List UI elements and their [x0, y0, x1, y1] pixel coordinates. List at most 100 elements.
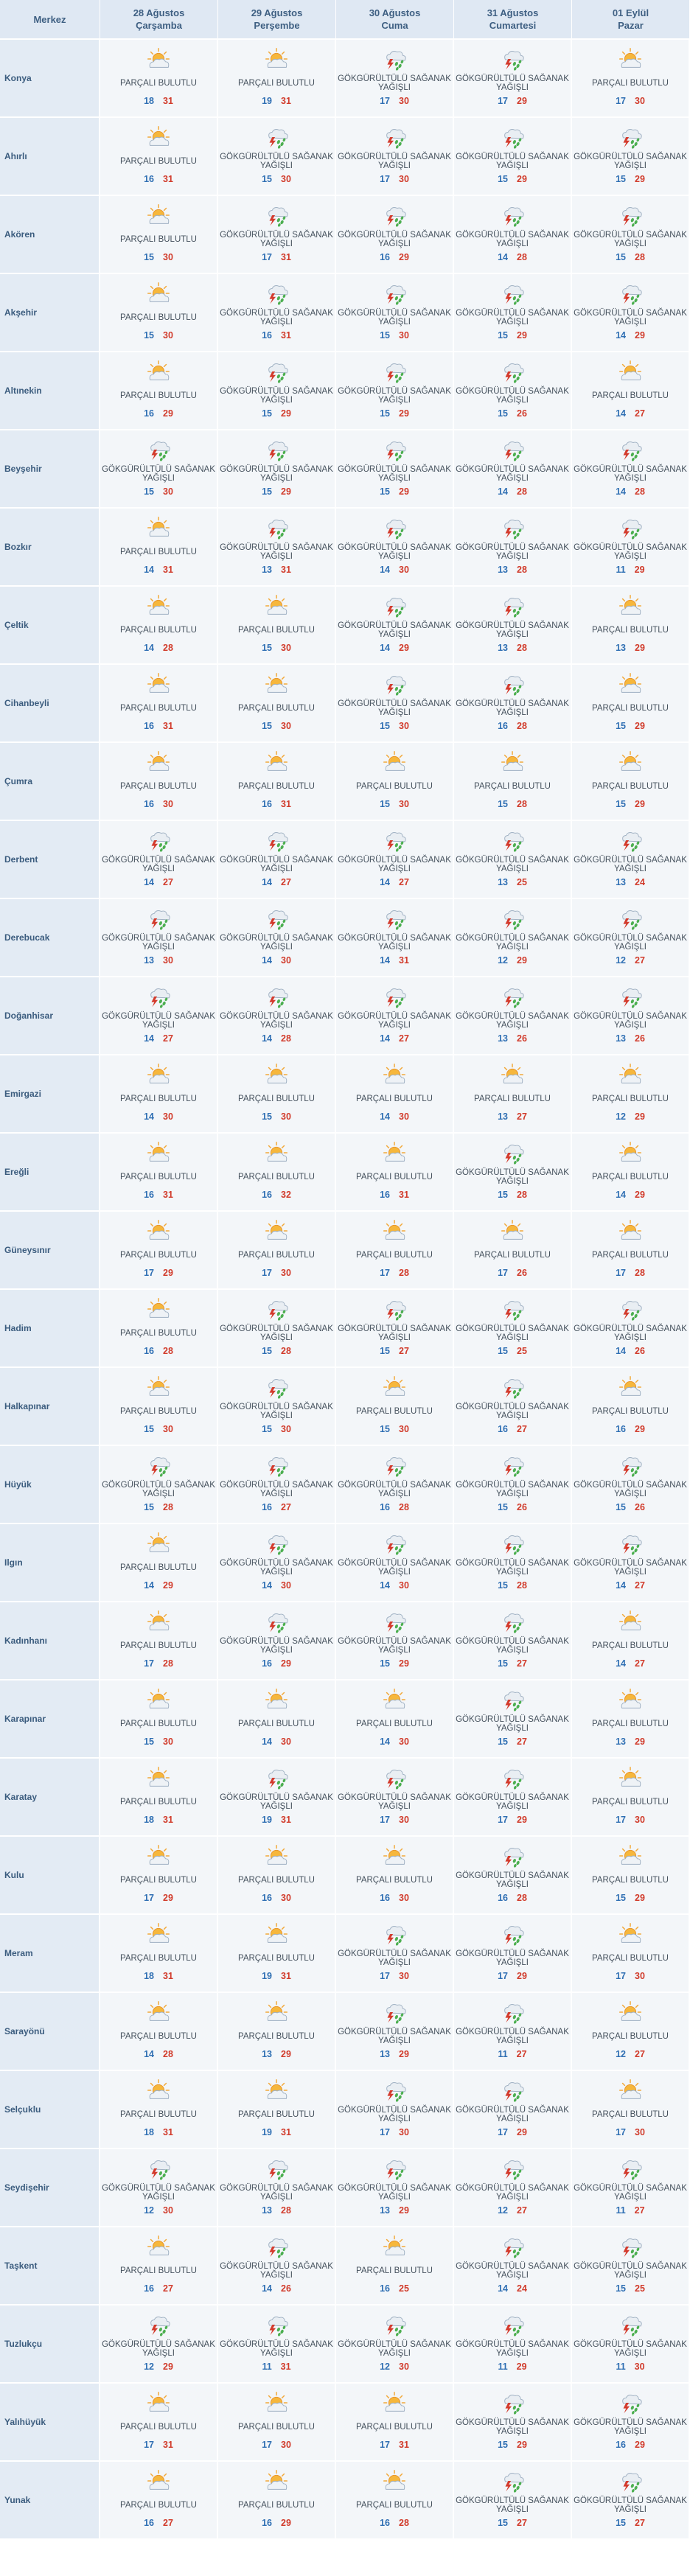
condition-label: PARÇALI BULUTLU	[356, 2501, 433, 2510]
condition-label: GÖKGÜRÜLTÜLÜ SAĞANAK YAĞIŞLI	[456, 2340, 569, 2358]
max-temperature: 26	[635, 1502, 645, 1512]
temperature-range: 19 31	[218, 1971, 335, 1981]
max-temperature: 30	[281, 1111, 291, 1122]
forecast-row: Kadınhanı PARÇALI BULUTLU 17 28 GÖKGÜRÜLTÜLÜ…	[0, 1602, 690, 1680]
max-temperature: 28	[399, 1268, 409, 1278]
condition-label: PARÇALI BULUTLU	[120, 1641, 197, 1650]
day-forecast-cell: GÖKGÜRÜLTÜLÜ SAĞANAK YAĞIŞLI 15 29	[454, 274, 572, 352]
location-name[interactable]: Tuzlukçu	[0, 2306, 100, 2384]
max-temperature: 30	[635, 1815, 645, 1825]
temperature-range: 12 27	[454, 2205, 571, 2216]
temperature-range: 13 28	[454, 565, 571, 575]
location-name[interactable]: Akşehir	[0, 274, 100, 352]
location-name[interactable]: Bozkır	[0, 509, 100, 587]
min-temperature: 15	[262, 486, 272, 497]
day-forecast-cell: GÖKGÜRÜLTÜLÜ SAĞANAK YAĞIŞLI 13 28	[454, 587, 572, 665]
location-name[interactable]: Hadim	[0, 1290, 100, 1368]
location-name[interactable]: Seydişehir	[0, 2149, 100, 2227]
location-name[interactable]: Taşkent	[0, 2227, 100, 2306]
min-temperature: 17	[262, 252, 272, 262]
condition-label: PARÇALI BULUTLU	[592, 1720, 669, 1728]
location-name[interactable]: Sarayönü	[0, 1993, 100, 2071]
location-name[interactable]: Karatay	[0, 1759, 100, 1837]
location-name[interactable]: Çumra	[0, 743, 100, 821]
partly-cloudy-icon	[380, 2468, 408, 2493]
day-forecast-cell: GÖKGÜRÜLTÜLÜ SAĞANAK YAĞIŞLI 14 29	[336, 587, 454, 665]
partly-cloudy-icon	[616, 1140, 644, 1165]
min-temperature: 17	[380, 1815, 390, 1825]
day-forecast-cell: GÖKGÜRÜLTÜLÜ SAĞANAK YAĞIŞLI 11 27	[454, 1993, 572, 2071]
temperature-range: 15 30	[100, 252, 217, 262]
location-name[interactable]: Derebucak	[0, 899, 100, 977]
location-name[interactable]: Karapınar	[0, 1680, 100, 1759]
location-name[interactable]: Selçuklu	[0, 2071, 100, 2149]
condition-label: PARÇALI BULUTLU	[356, 1173, 433, 1181]
max-temperature: 29	[281, 408, 291, 419]
location-name[interactable]: Ahırlı	[0, 118, 100, 196]
location-name[interactable]: Konya	[0, 40, 100, 118]
temperature-range: 17 30	[336, 174, 453, 184]
partly-cloudy-icon	[380, 1687, 408, 1712]
thunderstorm-icon	[380, 1531, 408, 1556]
location-name[interactable]: Altınekin	[0, 352, 100, 430]
location-name[interactable]: Güneysınır	[0, 1212, 100, 1290]
min-temperature: 19	[262, 1815, 272, 1825]
location-name[interactable]: Çeltik	[0, 587, 100, 665]
min-temperature: 13	[616, 877, 626, 887]
day-forecast-cell: GÖKGÜRÜLTÜLÜ SAĞANAK YAĞIŞLI 14 28	[454, 430, 572, 509]
location-name[interactable]: Beyşehir	[0, 430, 100, 509]
min-temperature: 17	[498, 1971, 508, 1981]
temperature-range: 17 30	[336, 2127, 453, 2137]
location-name[interactable]: Ereğli	[0, 1134, 100, 1212]
location-name[interactable]: Emirgazi	[0, 1055, 100, 1134]
condition-label: GÖKGÜRÜLTÜLÜ SAĞANAK YAĞIŞLI	[456, 1950, 569, 1967]
day-forecast-cell: GÖKGÜRÜLTÜLÜ SAĞANAK YAĞIŞLI 12 29	[454, 899, 572, 977]
condition-label: GÖKGÜRÜLTÜLÜ SAĞANAK YAĞIŞLI	[456, 1168, 569, 1186]
location-name[interactable]: Ilgın	[0, 1524, 100, 1602]
max-temperature: 29	[635, 1111, 645, 1122]
location-name[interactable]: Kadınhanı	[0, 1602, 100, 1680]
day-forecast-cell: GÖKGÜRÜLTÜLÜ SAĞANAK YAĞIŞLI 15 29	[218, 352, 336, 430]
thunderstorm-icon	[616, 1296, 644, 1322]
thunderstorm-icon	[380, 2156, 408, 2181]
location-name[interactable]: Cihanbeyli	[0, 665, 100, 743]
min-temperature: 15	[498, 174, 508, 184]
min-temperature: 15	[498, 1736, 508, 1747]
condition-label: GÖKGÜRÜLTÜLÜ SAĞANAK YAĞIŞLI	[220, 543, 333, 561]
location-name[interactable]: Yunak	[0, 2462, 100, 2540]
location-name[interactable]: Halkapınar	[0, 1368, 100, 1446]
min-temperature: 12	[144, 2205, 154, 2216]
min-temperature: 14	[616, 1190, 626, 1200]
location-name[interactable]: Hüyük	[0, 1446, 100, 1524]
day-date: 31 Ağustos	[487, 7, 539, 18]
max-temperature: 29	[517, 174, 527, 184]
thunderstorm-icon	[262, 906, 290, 931]
location-name[interactable]: Akören	[0, 196, 100, 274]
day-forecast-cell: GÖKGÜRÜLTÜLÜ SAĞANAK YAĞIŞLI 15 29	[218, 430, 336, 509]
day-forecast-cell: PARÇALI BULUTLU 16 31	[100, 118, 218, 196]
location-name[interactable]: Doğanhisar	[0, 977, 100, 1055]
max-temperature: 29	[281, 486, 291, 497]
condition-label: GÖKGÜRÜLTÜLÜ SAĞANAK YAĞIŞLI	[220, 1559, 333, 1577]
temperature-range: 15 29	[454, 330, 571, 341]
max-temperature: 30	[399, 2127, 409, 2137]
day-forecast-cell: PARÇALI BULUTLU 15 30	[336, 743, 454, 821]
condition-label: PARÇALI BULUTLU	[120, 2266, 197, 2275]
location-name[interactable]: Derbent	[0, 821, 100, 899]
forecast-row: Selçuklu PARÇALI BULUTLU 18 31 PARÇALI BULUT…	[0, 2071, 690, 2149]
condition-label: PARÇALI BULUTLU	[238, 1954, 315, 1963]
day-forecast-cell: GÖKGÜRÜLTÜLÜ SAĞANAK YAĞIŞLI 16 29	[336, 196, 454, 274]
partly-cloudy-icon	[616, 1921, 644, 1947]
day-forecast-cell: GÖKGÜRÜLTÜLÜ SAĞANAK YAĞIŞLI 17 29	[454, 1915, 572, 1993]
temperature-range: 17 31	[100, 2440, 217, 2450]
min-temperature: 16	[144, 1346, 154, 1356]
location-name[interactable]: Kulu	[0, 1837, 100, 1915]
location-name[interactable]: Yalıhüyük	[0, 2384, 100, 2462]
temperature-range: 14 30	[336, 1580, 453, 1591]
location-name[interactable]: Meram	[0, 1915, 100, 1993]
min-temperature: 13	[498, 1033, 508, 1044]
forecast-row: Karatay PARÇALI BULUTLU 18 31 GÖKGÜRÜLTÜLÜ S…	[0, 1759, 690, 1837]
day-forecast-cell: PARÇALI BULUTLU 14 30	[336, 1680, 454, 1759]
day-forecast-cell: PARÇALI BULUTLU 14 28	[100, 587, 218, 665]
max-temperature: 30	[281, 1580, 291, 1591]
